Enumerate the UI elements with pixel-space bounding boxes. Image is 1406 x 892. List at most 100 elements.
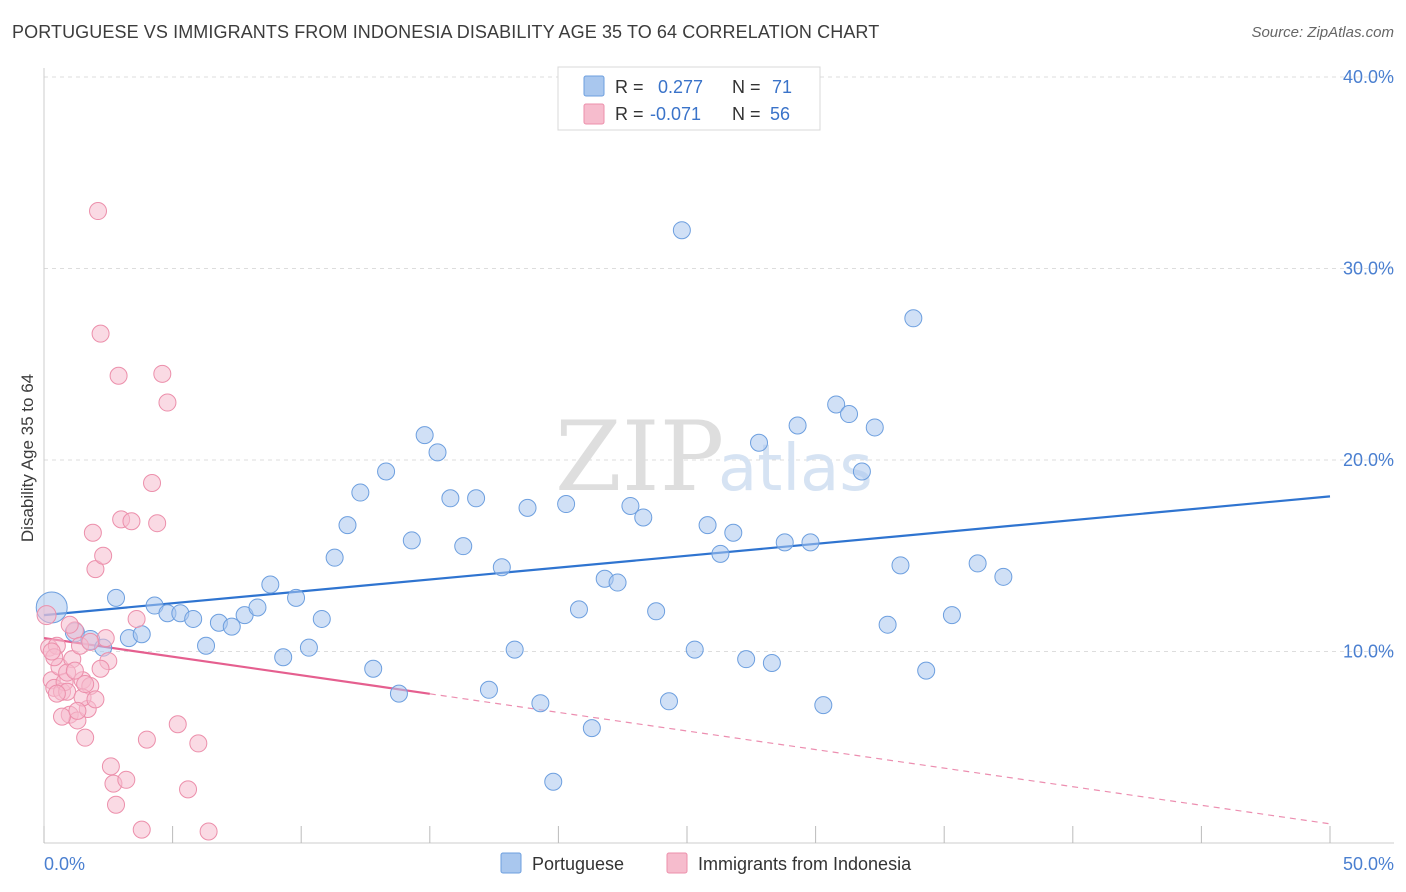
legend-swatch-blue — [583, 75, 605, 97]
point-pink — [96, 629, 115, 648]
point-blue — [197, 636, 216, 655]
point-pink — [89, 202, 108, 221]
y-tick-label-10: 10.0% — [1343, 642, 1394, 662]
point-pink — [107, 795, 126, 814]
point-pink — [199, 822, 218, 841]
trend-line-dashed-pink — [429, 693, 1331, 825]
point-blue — [428, 443, 447, 462]
point-blue — [299, 638, 318, 657]
point-blue — [917, 661, 936, 680]
point-blue — [389, 684, 408, 703]
bottom-legend-swatch-portuguese — [500, 852, 522, 874]
legend-n-value-blue: 71 — [772, 77, 792, 97]
point-blue — [891, 556, 910, 575]
point-pink — [137, 730, 156, 749]
point-blue — [377, 462, 396, 481]
point-pink — [53, 707, 72, 726]
point-blue — [621, 496, 640, 515]
point-pink — [168, 715, 187, 734]
point-blue — [865, 418, 884, 437]
point-pink — [122, 512, 141, 531]
legend-n-label-blue: N = — [732, 77, 761, 97]
point-blue — [492, 558, 511, 577]
point-pink — [158, 393, 177, 412]
point-blue — [724, 523, 743, 542]
point-pink — [36, 605, 57, 626]
trend-lines — [43, 495, 1331, 825]
point-blue — [274, 648, 293, 667]
point-blue — [479, 680, 498, 699]
y-tick-labels: 10.0% 20.0% 30.0% 40.0% — [1343, 67, 1394, 662]
point-pink — [127, 609, 146, 628]
y-tick-label-40: 40.0% — [1343, 67, 1394, 87]
point-pink — [179, 780, 198, 799]
x-tick-label-min: 0.0% — [44, 854, 85, 874]
point-blue — [312, 609, 331, 628]
point-blue — [222, 617, 241, 636]
trend-line-blue — [43, 495, 1331, 617]
x-tick-label-max: 50.0% — [1343, 854, 1394, 874]
point-pink — [132, 820, 151, 839]
point-pink — [109, 366, 128, 385]
point-pink — [81, 632, 100, 651]
bottom-legend: Portuguese Immigrants from Indonesia — [500, 852, 912, 874]
point-blue — [814, 696, 833, 715]
point-blue — [968, 554, 987, 573]
point-pink — [83, 523, 102, 542]
point-blue — [132, 625, 151, 644]
point-blue — [415, 426, 434, 445]
watermark-zip: ZIP — [555, 401, 724, 513]
point-blue — [544, 772, 563, 791]
point-pink — [101, 757, 120, 776]
point-blue — [878, 615, 897, 634]
point-blue — [672, 221, 691, 240]
point-blue — [659, 692, 678, 711]
point-blue — [582, 719, 601, 738]
point-blue — [711, 544, 730, 563]
source-label: Source: ZipAtlas.com — [1251, 24, 1394, 41]
point-blue — [325, 548, 344, 567]
y-tick-label-20: 20.0% — [1343, 450, 1394, 470]
point-pink — [91, 324, 110, 343]
point-pink — [189, 734, 208, 753]
point-blue — [775, 533, 794, 552]
legend-n-value-pink: 56 — [770, 104, 790, 124]
legend-r-value-blue: 0.277 — [658, 77, 703, 97]
bottom-legend-swatch-indonesia — [666, 852, 688, 874]
point-pink — [47, 684, 66, 703]
point-blue — [531, 694, 550, 713]
legend-n-label-pink: N = — [732, 104, 761, 124]
point-blue — [827, 395, 846, 414]
point-blue — [402, 531, 421, 550]
top-legend: R = 0.277 N = 71 R = -0.071 N = 56 — [557, 66, 821, 131]
axes — [43, 68, 1394, 844]
point-blue — [801, 533, 820, 552]
point-blue — [248, 598, 267, 617]
point-blue — [107, 588, 126, 607]
legend-r-label-blue: R = — [615, 77, 644, 97]
point-blue — [467, 489, 486, 508]
point-blue — [788, 416, 807, 435]
point-pink — [76, 728, 95, 747]
y-tick-label-30: 30.0% — [1343, 259, 1394, 279]
point-pink — [94, 546, 113, 565]
point-pink — [42, 642, 61, 661]
point-blue — [569, 600, 588, 619]
point-pink — [153, 364, 172, 383]
data-points — [35, 202, 1013, 841]
bottom-legend-label-indonesia: Immigrants from Indonesia — [698, 854, 912, 874]
point-blue — [698, 516, 717, 535]
point-blue — [351, 483, 370, 502]
point-pink — [86, 690, 105, 709]
gridlines — [44, 76, 1394, 652]
point-pink — [91, 659, 110, 678]
legend-r-value-pink: -0.071 — [650, 104, 701, 124]
point-blue — [261, 575, 280, 594]
point-blue — [852, 462, 871, 481]
watermark-atlas: atlas — [718, 432, 873, 506]
point-blue — [942, 606, 961, 625]
point-blue — [454, 537, 473, 556]
point-blue — [338, 516, 357, 535]
point-blue — [647, 602, 666, 621]
